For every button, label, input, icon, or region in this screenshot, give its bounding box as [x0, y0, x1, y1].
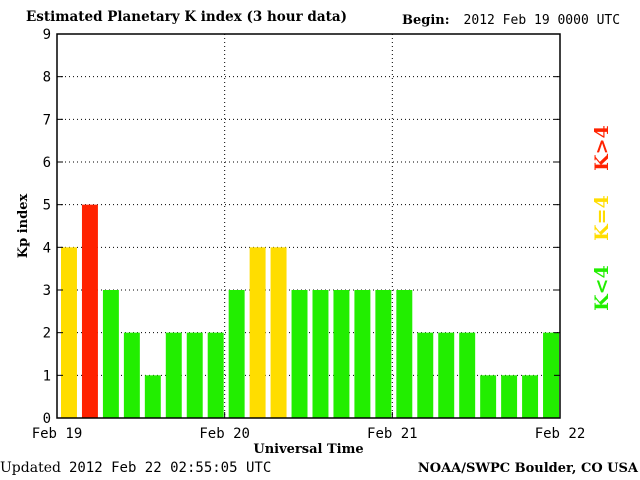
y-tick-label: 9 — [43, 27, 51, 43]
plot-frame — [56, 33, 561, 419]
y-tick-label: 4 — [43, 240, 51, 256]
y-tick-label: 5 — [43, 198, 51, 214]
begin-value: 2012 Feb 19 0000 UTC — [463, 13, 621, 28]
bar — [270, 247, 287, 418]
y-tick-label: 8 — [43, 70, 51, 86]
x-axis-label: Universal Time — [253, 442, 363, 457]
y-tick-label: 2 — [43, 326, 51, 342]
y-tick-label: 1 — [43, 368, 51, 384]
bar — [123, 332, 140, 418]
legend: K<4 K=4 K>4 — [591, 125, 613, 311]
x-tick-label: Feb 22 — [535, 426, 586, 442]
bar — [438, 332, 455, 418]
begin-label: Begin: — [402, 13, 450, 28]
bars — [61, 204, 559, 418]
bar — [186, 332, 203, 418]
bar — [144, 375, 161, 418]
x-tick-label: Feb 19 — [32, 426, 83, 442]
axes: 0 1 2 3 4 5 6 7 8 9 Feb 19 Feb 20 Feb 21 Feb 22 Univer… — [16, 27, 585, 457]
legend-item: K<4 — [591, 265, 613, 311]
bar — [522, 375, 539, 418]
bar — [102, 290, 119, 418]
bar — [333, 290, 350, 418]
bar — [354, 290, 371, 418]
bar — [61, 247, 77, 418]
updated-value: 2012 Feb 22 02:55:05 UTC — [68, 460, 272, 476]
bar — [459, 332, 476, 418]
bar — [417, 332, 434, 418]
chart-title: Estimated Planetary K index (3 hour data… — [26, 9, 347, 25]
y-tick-label: 3 — [43, 283, 51, 299]
begin-time: Begin: 2012 Feb 19 0000 UTC — [402, 13, 620, 28]
x-tick-label: Feb 21 — [367, 426, 418, 442]
y-axis-label: Kp index — [16, 194, 31, 259]
updated-time: Updated 2012 Feb 22 02:55:05 UTC — [0, 460, 271, 476]
bar — [249, 247, 266, 418]
credit-text: NOAA/SWPC Boulder, CO USA — [417, 461, 638, 476]
bar — [501, 375, 518, 418]
bar — [375, 290, 392, 418]
y-tick-label: 0 — [43, 411, 51, 427]
y-tick-label: 6 — [43, 155, 51, 171]
bar — [543, 332, 559, 418]
updated-label: Updated — [0, 460, 61, 476]
bar — [228, 290, 245, 418]
grid-lines — [57, 33, 560, 418]
bar — [480, 375, 497, 418]
y-tick-label: 7 — [43, 112, 51, 128]
bar — [81, 204, 98, 418]
bar — [207, 332, 224, 418]
x-tick-label: Feb 20 — [199, 426, 250, 442]
legend-item: K=4 — [591, 195, 613, 241]
bar — [165, 332, 182, 418]
bar — [396, 290, 413, 418]
legend-item: K>4 — [591, 125, 613, 171]
bar — [291, 290, 308, 418]
bar — [312, 290, 329, 418]
